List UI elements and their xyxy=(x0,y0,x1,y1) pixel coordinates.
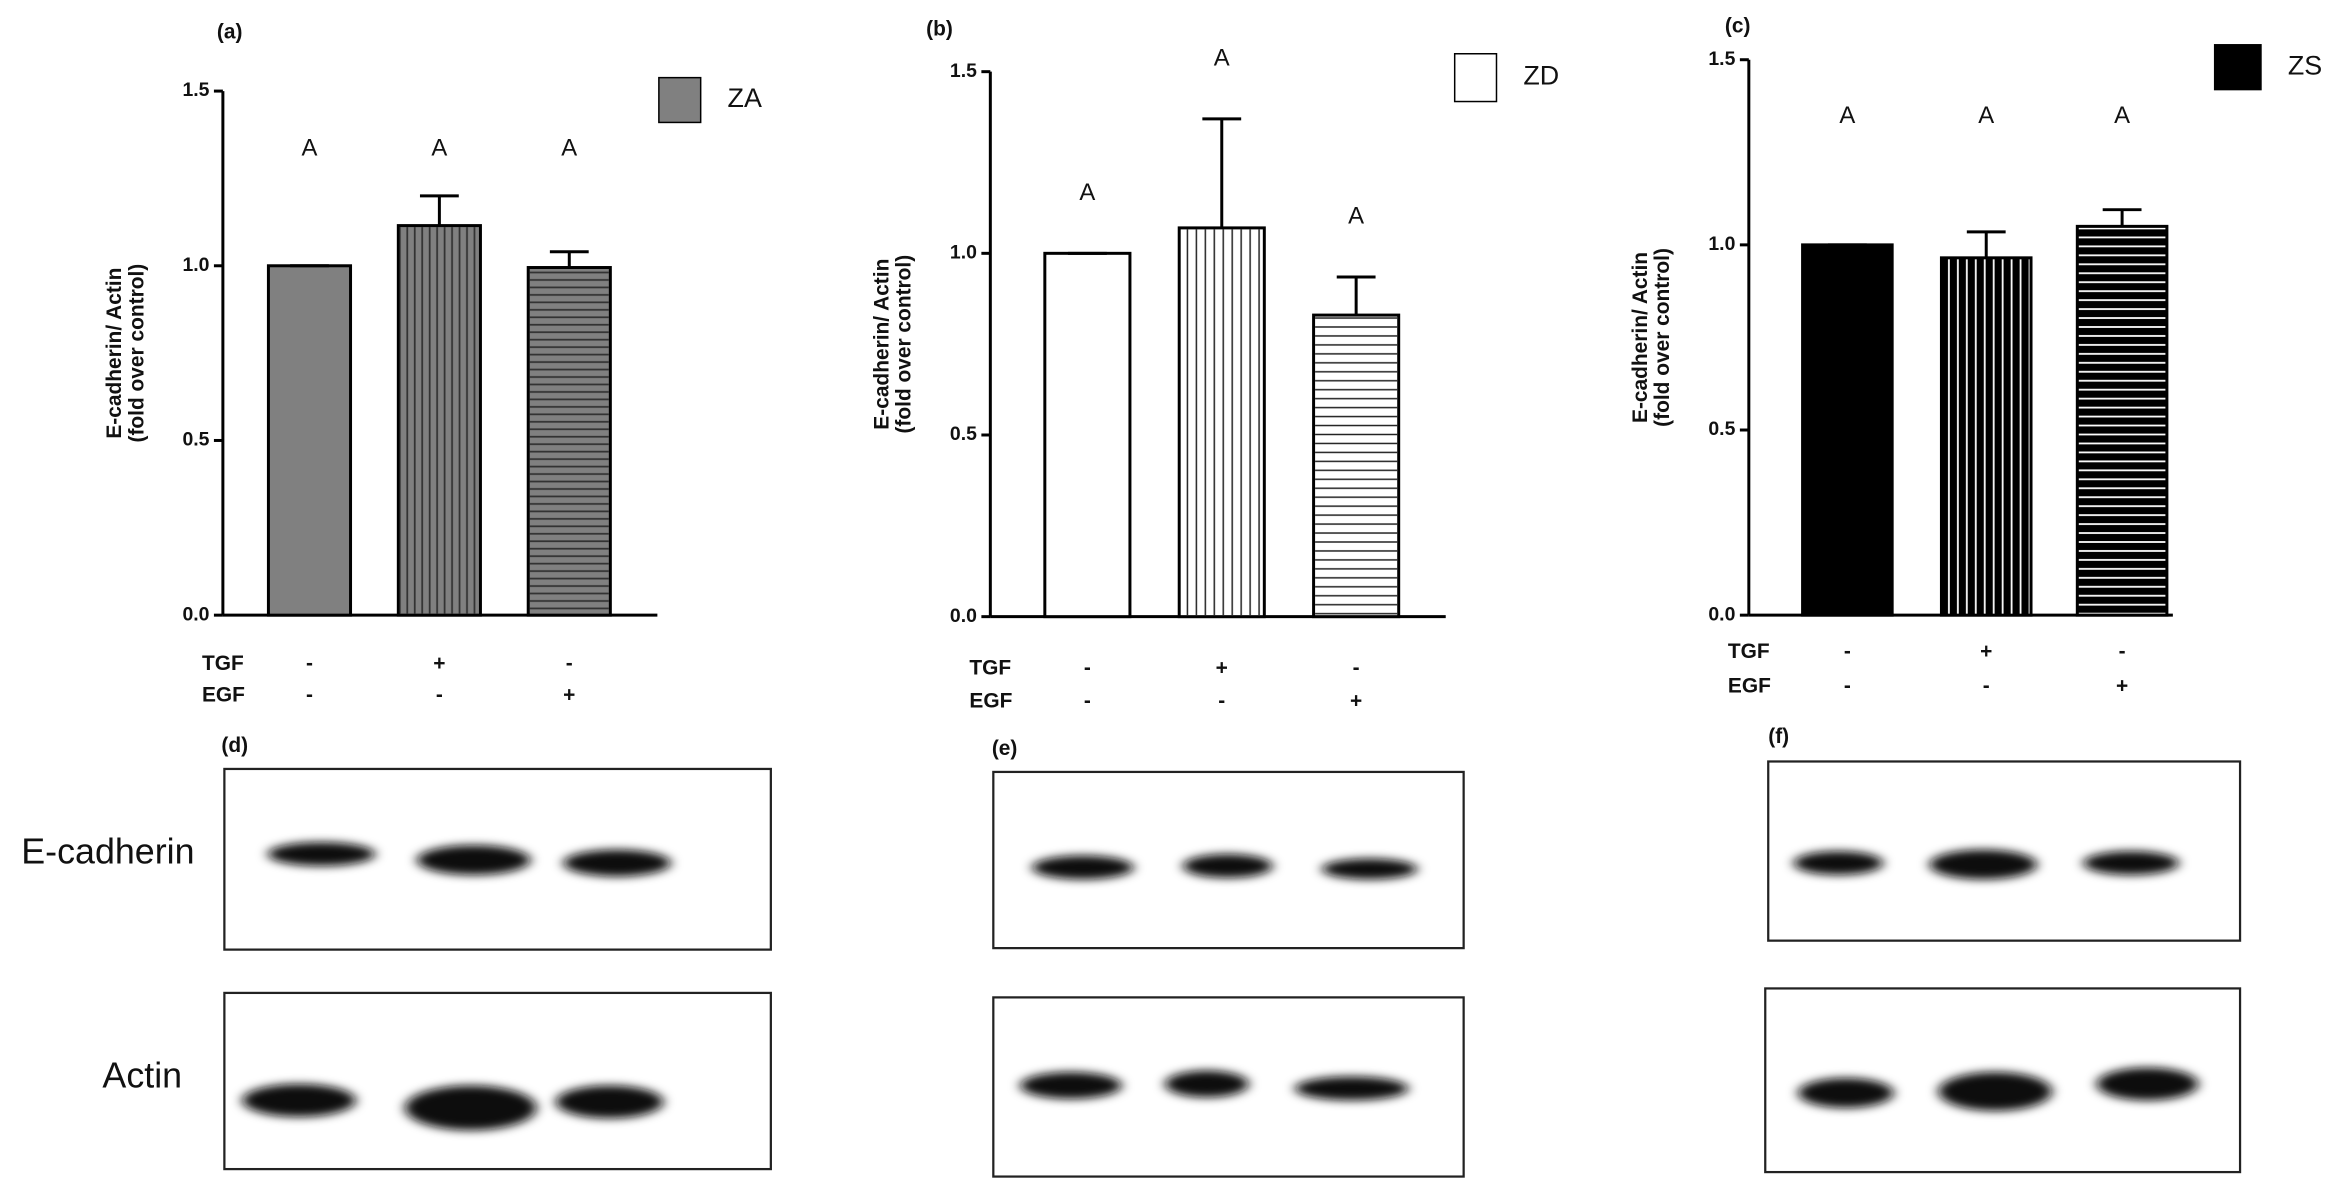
blot-band xyxy=(1165,1070,1249,1098)
bar xyxy=(266,264,353,617)
y-tick-label: 1.5 xyxy=(950,60,977,82)
significance-letter: A xyxy=(1839,102,1855,129)
significance-letter: A xyxy=(1978,102,1994,129)
treatment-label: TGF xyxy=(202,652,244,675)
panel-label: (a) xyxy=(217,20,243,43)
blot-band xyxy=(2083,851,2179,875)
treatment-label: TGF xyxy=(969,656,1011,679)
y-axis-label: (fold over control) xyxy=(893,255,916,434)
blot-band xyxy=(1294,1076,1409,1101)
y-tick-label: 0.0 xyxy=(1708,603,1735,625)
treatment-sign: - xyxy=(1084,656,1091,679)
treatment-sign: - xyxy=(566,652,573,675)
treatment-sign: - xyxy=(1084,689,1091,712)
treatment-sign: + xyxy=(563,683,575,706)
panel-label: (d) xyxy=(221,734,248,757)
blot-band xyxy=(1938,1072,2052,1111)
legend-label: ZA xyxy=(728,83,762,113)
y-axis-label: E-cadherin/ Actin xyxy=(1629,252,1652,423)
y-tick-label: 1.0 xyxy=(1708,233,1735,255)
legend-swatch xyxy=(1453,53,1498,103)
treatment-label: TGF xyxy=(1728,640,1770,663)
row-label: Actin xyxy=(102,1055,182,1095)
y-axis-label: (fold over control) xyxy=(1651,248,1674,427)
bar-hatch xyxy=(2078,227,2166,614)
blot-band xyxy=(563,849,671,877)
treatment-sign: - xyxy=(2119,640,2126,663)
chart-panel: (c) E-cadherin/ Actin (fold over control) 0… xyxy=(1629,14,2322,697)
blot-band xyxy=(267,842,376,866)
treatment-sign: - xyxy=(1983,674,1990,697)
treatment-sign: + xyxy=(1216,656,1228,679)
blot-band xyxy=(1798,1078,1894,1108)
y-tick-label: 1.0 xyxy=(182,254,209,276)
bar xyxy=(1801,243,1894,617)
significance-letter: A xyxy=(2114,102,2130,129)
blot-band xyxy=(1020,1072,1122,1099)
blot-band xyxy=(1182,854,1273,878)
y-tick-label: 0.0 xyxy=(182,603,209,625)
y-axis-label: (fold over control) xyxy=(125,264,148,443)
significance-letter: A xyxy=(1348,203,1364,230)
blot-band xyxy=(405,1085,537,1131)
legend-label: ZD xyxy=(1523,61,1559,91)
y-axis-label: E-cadherin/ Actin xyxy=(103,268,126,439)
y-tick-label: 0.5 xyxy=(1708,418,1735,440)
y-tick-label: 1.0 xyxy=(950,241,977,263)
significance-letter: A xyxy=(302,135,318,162)
y-tick-label: 1.5 xyxy=(182,79,209,101)
chart-panel: (a) E-cadherin/ Actin (fold over control) 0… xyxy=(103,20,762,706)
blot-band xyxy=(1321,858,1418,880)
bar-hatch xyxy=(1942,259,2030,614)
blot-band xyxy=(1929,849,2037,880)
treatment-sign: + xyxy=(2116,674,2128,697)
blot-band xyxy=(555,1085,664,1119)
y-tick-label: 1.5 xyxy=(1708,48,1735,70)
bar-hatch xyxy=(1315,316,1398,616)
panel-label: (c) xyxy=(1725,14,1751,37)
treatment-sign: - xyxy=(306,652,313,675)
treatment-sign: - xyxy=(436,683,443,706)
panel-label: (e) xyxy=(992,737,1018,760)
blot-band xyxy=(416,845,531,875)
significance-letter: A xyxy=(431,135,447,162)
treatment-label: EGF xyxy=(1728,674,1771,697)
treatment-label: EGF xyxy=(969,689,1012,712)
significance-letter: A xyxy=(561,135,577,162)
treatment-sign: - xyxy=(1844,674,1851,697)
blot-band xyxy=(2096,1067,2199,1101)
legend-label: ZS xyxy=(2288,50,2322,80)
bar xyxy=(1043,251,1132,619)
treatment-sign: + xyxy=(1980,640,1992,663)
blot-band xyxy=(1793,851,1884,875)
bar-hatch xyxy=(1180,229,1263,616)
treatment-sign: - xyxy=(1218,689,1225,712)
treatment-sign: - xyxy=(1844,640,1851,663)
significance-letter: A xyxy=(1214,44,1230,71)
chart-panel: (b) E-cadherin/ Actin (fold over control) 0… xyxy=(870,17,1559,712)
y-tick-label: 0.5 xyxy=(950,423,977,445)
treatment-sign: + xyxy=(1350,689,1362,712)
row-label: E-cadherin xyxy=(21,832,194,872)
bar-hatch xyxy=(399,227,479,614)
y-tick-label: 0.0 xyxy=(950,605,977,627)
y-axis-label: E-cadherin/ Actin xyxy=(870,259,893,430)
panel-label: (f) xyxy=(1768,725,1789,748)
treatment-sign: - xyxy=(306,683,313,706)
blot-frame xyxy=(223,991,772,1171)
legend-swatch xyxy=(2213,44,2262,91)
legend-swatch xyxy=(658,76,702,124)
bar-hatch xyxy=(529,269,609,614)
significance-letter: A xyxy=(1079,179,1095,206)
panel-label: (b) xyxy=(926,17,953,40)
y-tick-label: 0.5 xyxy=(182,429,209,451)
treatment-label: EGF xyxy=(202,683,245,706)
blot-band xyxy=(1032,855,1134,880)
treatment-sign: + xyxy=(433,652,445,675)
treatment-sign: - xyxy=(1353,656,1360,679)
blot-band xyxy=(242,1083,356,1117)
